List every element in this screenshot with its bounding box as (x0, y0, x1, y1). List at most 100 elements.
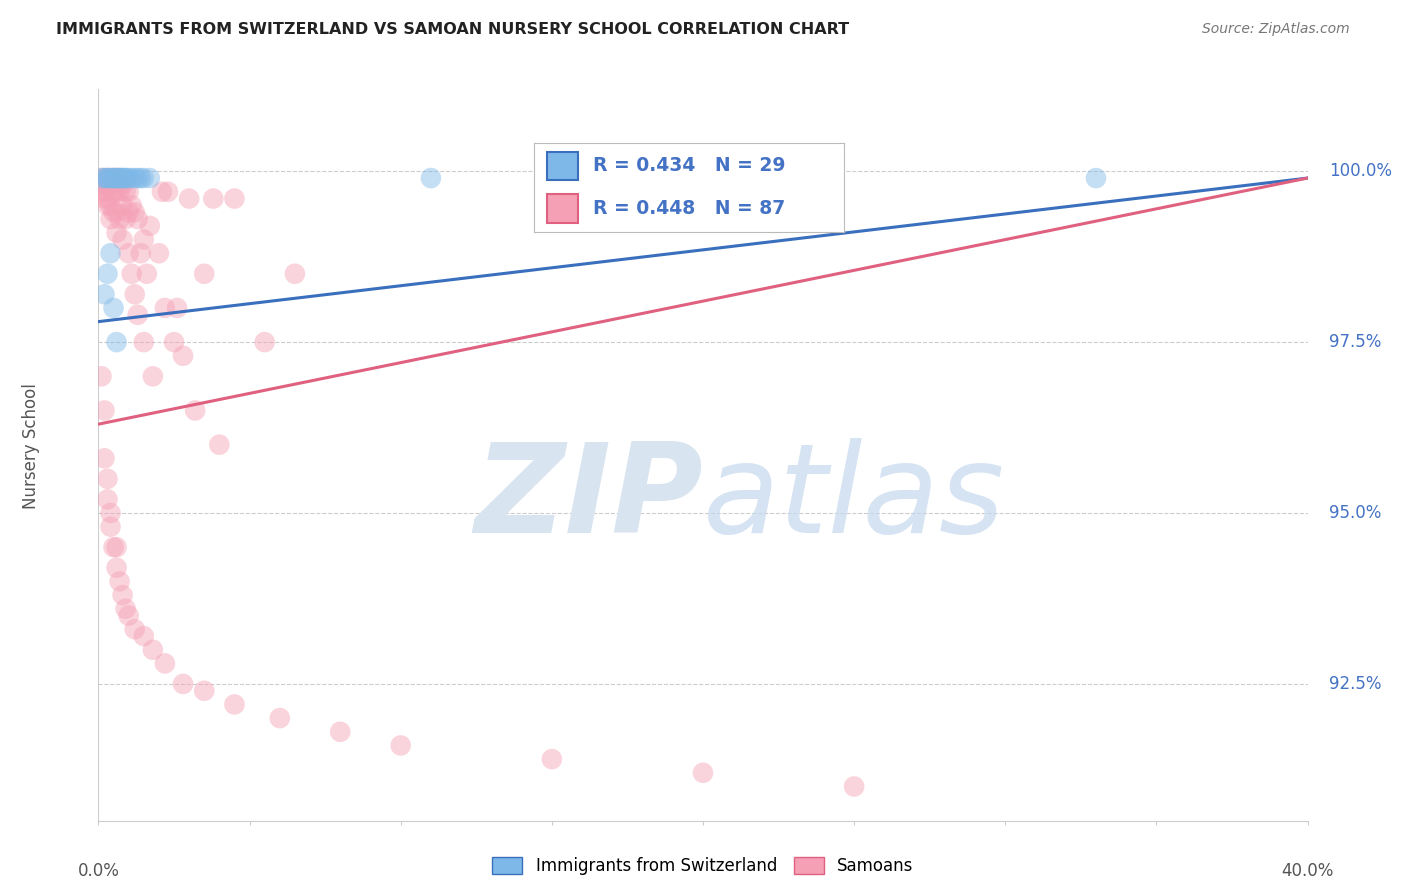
Text: 95.0%: 95.0% (1329, 504, 1381, 522)
Point (111, 198, 134, 212)
Point (96, 192, 118, 206)
Point (90, 185, 112, 199)
Point (172, 677, 194, 691)
Point (111, 178, 134, 192)
Point (329, 724, 352, 739)
Point (96, 178, 118, 192)
Text: atlas: atlas (703, 438, 1005, 559)
Legend: Immigrants from Switzerland, Samoans: Immigrants from Switzerland, Samoans (486, 850, 920, 882)
Text: 0.0%: 0.0% (77, 862, 120, 880)
Point (93, 403, 115, 417)
Point (193, 267, 215, 281)
Point (96, 267, 118, 281)
Text: Nursery School: Nursery School (22, 383, 39, 509)
Point (100, 171, 122, 186)
Text: R = 0.448   N = 87: R = 0.448 N = 87 (593, 199, 786, 219)
Point (96, 171, 118, 186)
Point (208, 438, 231, 452)
Point (100, 212, 122, 227)
Point (389, 739, 412, 753)
Point (118, 171, 141, 186)
Point (100, 506, 122, 520)
Point (121, 171, 143, 186)
Point (90, 171, 112, 186)
Point (90, 369, 112, 384)
Point (103, 171, 125, 186)
Point (419, 171, 441, 186)
Point (1085, 171, 1108, 186)
Point (90, 178, 112, 192)
Bar (547, 152, 578, 180)
Point (163, 335, 186, 350)
Point (111, 171, 134, 186)
Point (844, 780, 866, 794)
Point (108, 171, 131, 186)
Point (111, 171, 134, 186)
Point (114, 171, 136, 186)
Point (93, 451, 115, 466)
Point (114, 601, 136, 615)
Point (129, 246, 152, 260)
Point (93, 287, 115, 301)
Point (105, 540, 128, 554)
Point (105, 226, 128, 240)
Point (96, 492, 118, 507)
Point (153, 301, 176, 315)
Point (96, 171, 118, 186)
Point (124, 171, 146, 186)
Point (114, 212, 136, 227)
Point (100, 198, 122, 212)
Point (96, 198, 118, 212)
Point (284, 267, 307, 281)
Point (111, 233, 134, 247)
Point (142, 369, 165, 384)
Point (103, 171, 125, 186)
Point (108, 171, 131, 186)
Point (111, 588, 134, 602)
Point (224, 192, 246, 206)
Point (118, 608, 141, 623)
Point (193, 683, 215, 698)
Text: 92.5%: 92.5% (1329, 675, 1381, 693)
Text: 40.0%: 40.0% (1281, 862, 1334, 880)
Point (108, 574, 131, 589)
Point (135, 267, 157, 281)
Point (540, 752, 562, 766)
Point (105, 205, 128, 219)
Point (105, 185, 128, 199)
Point (139, 171, 162, 186)
Point (93, 192, 115, 206)
Point (132, 629, 155, 643)
Point (124, 622, 146, 636)
Point (96, 472, 118, 486)
Point (153, 657, 176, 671)
Text: IMMIGRANTS FROM SWITZERLAND VS SAMOAN NURSERY SCHOOL CORRELATION CHART: IMMIGRANTS FROM SWITZERLAND VS SAMOAN NU… (56, 22, 849, 37)
Bar (547, 194, 578, 223)
Point (150, 185, 173, 199)
Point (103, 540, 125, 554)
Point (202, 192, 225, 206)
Point (118, 246, 141, 260)
Point (127, 171, 149, 186)
Point (90, 171, 112, 186)
Point (121, 267, 143, 281)
Point (100, 519, 122, 533)
Point (103, 171, 125, 186)
Point (108, 212, 131, 227)
Point (124, 205, 146, 219)
Point (124, 287, 146, 301)
Point (105, 171, 128, 186)
Text: Source: ZipAtlas.com: Source: ZipAtlas.com (1202, 22, 1350, 37)
Point (108, 171, 131, 186)
Point (114, 171, 136, 186)
Point (114, 185, 136, 199)
Text: 97.5%: 97.5% (1329, 333, 1381, 351)
Point (692, 765, 714, 780)
Point (93, 171, 115, 186)
Point (177, 192, 201, 206)
Point (224, 698, 246, 712)
Point (253, 335, 276, 350)
Point (132, 171, 155, 186)
Point (108, 185, 131, 199)
Point (139, 219, 162, 233)
